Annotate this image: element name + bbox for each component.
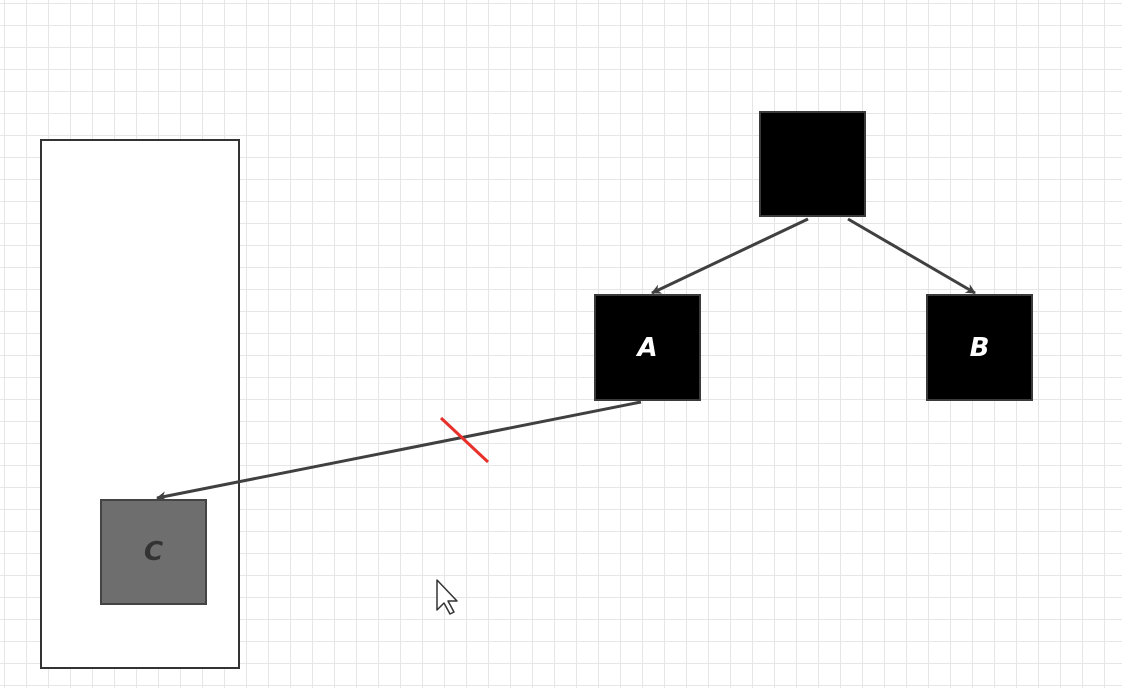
- mouse-pointer-icon: [436, 579, 458, 615]
- severed-mark: [439, 416, 490, 464]
- node-c-label: C: [143, 537, 164, 567]
- node-root: [759, 111, 866, 217]
- node-c: C: [100, 499, 207, 605]
- node-a-label: A: [637, 332, 658, 363]
- edge-root-to-a: [651, 217, 809, 295]
- node-a: A: [594, 294, 701, 401]
- node-b-label: B: [969, 332, 990, 363]
- edge-root-to-b: [847, 217, 976, 295]
- node-b: B: [926, 294, 1033, 401]
